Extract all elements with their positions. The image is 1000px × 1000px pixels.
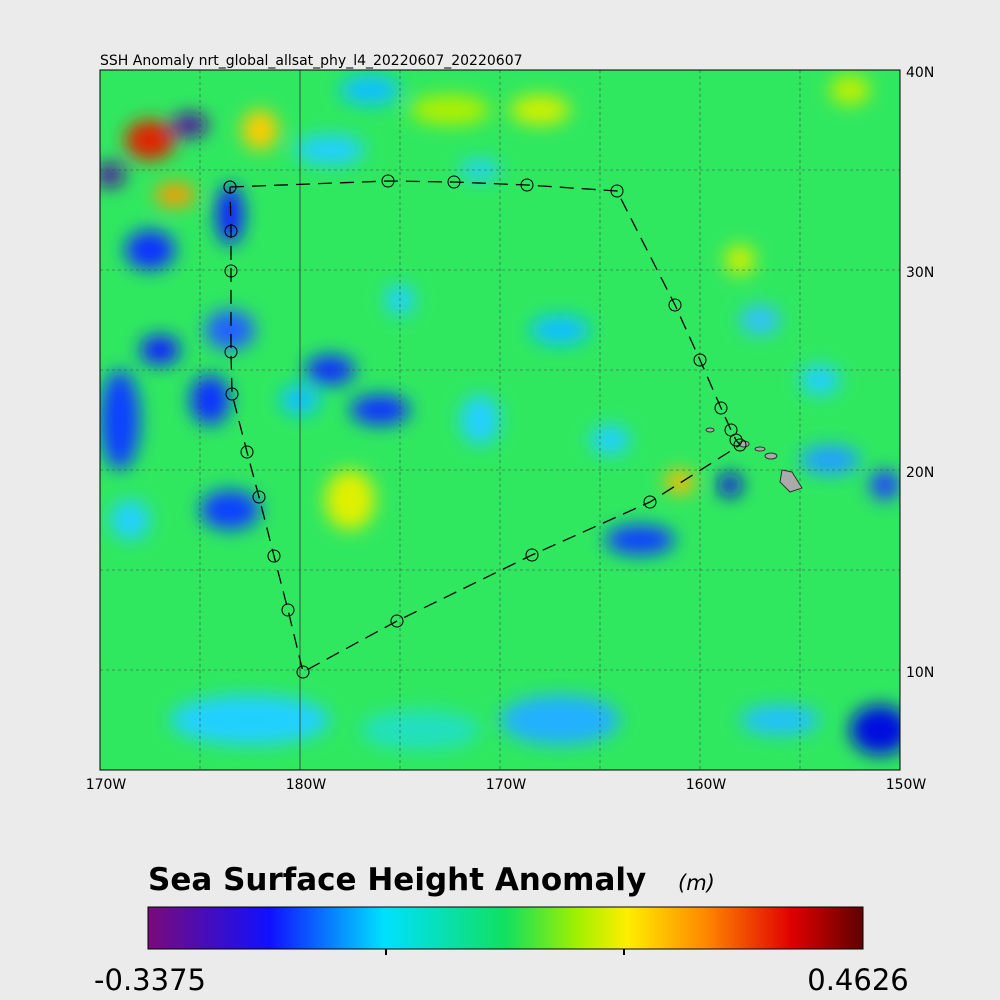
ssh-anomaly-patch [110, 500, 150, 540]
ssh-anomaly-patch [360, 710, 480, 750]
ssh-anomaly-patch [295, 135, 365, 165]
ssh-anomaly-patch [190, 375, 230, 425]
ssh-anomaly-patch [530, 315, 590, 345]
waypoint [296, 665, 310, 679]
colorbar-units: (m) [678, 871, 715, 895]
ssh-anomaly-patch [605, 525, 675, 555]
colorbar-min: -0.3375 [94, 963, 206, 997]
ssh-anomaly-patch [830, 75, 870, 105]
ssh-anomaly-patch [205, 310, 255, 350]
ssh-anomaly-patch [200, 490, 260, 530]
ssh-anomaly-patch [155, 183, 195, 207]
ssh-anomaly-patch [410, 95, 490, 125]
ssh-anomaly-patch [850, 705, 900, 755]
ssh-anomaly-patch [800, 445, 860, 475]
ssh-anomaly-patch [740, 305, 780, 335]
ssh-anomaly-patch [590, 425, 630, 455]
waypoint [267, 549, 281, 563]
waypoint [281, 603, 295, 617]
waypoint [240, 445, 254, 459]
ssh-anomaly-patch [170, 695, 330, 745]
waypoint [643, 495, 657, 509]
ssh-anomaly-patch [242, 110, 278, 150]
map-frame [99, 69, 901, 771]
ssh-anomaly-patch [740, 705, 820, 735]
lat-label: 10N [906, 665, 934, 681]
lat-label: 30N [906, 265, 934, 281]
ssh-anomaly-patch [500, 695, 620, 745]
ssh-anomaly-patch [800, 365, 840, 395]
waypoint [224, 264, 238, 278]
lat-label: 20N [906, 465, 934, 481]
ssh-anomaly-patch [100, 163, 125, 187]
ssh-anomaly-patch [100, 370, 140, 470]
waypoint [733, 438, 747, 452]
ssh-anomaly-patch [125, 120, 175, 160]
ssh-anomaly-patch [718, 473, 742, 497]
waypoint [381, 174, 395, 188]
waypoint [447, 175, 461, 189]
map-title: SSH Anomaly nrt_global_allsat_phy_l4_202… [100, 53, 523, 69]
lon-label: 170W [86, 777, 127, 793]
waypoint [224, 345, 238, 359]
lon-label: 180W [286, 777, 327, 793]
ssh-anomaly-patch [460, 395, 500, 445]
colorbar-title: Sea Surface Height Anomaly [148, 862, 646, 898]
waypoint [525, 548, 539, 562]
ssh-anomaly-patch [125, 230, 175, 270]
waypoint [390, 614, 404, 628]
waypoint [668, 298, 682, 312]
ssh-field [100, 70, 900, 770]
waypoint [714, 401, 728, 415]
cruise-track [229, 180, 741, 673]
ssh-anomaly-patch [172, 113, 208, 137]
waypoint [610, 184, 624, 198]
ssh-anomaly-patch [140, 335, 180, 365]
ssh-anomaly-patch [510, 95, 570, 125]
ssh-anomaly-patch [325, 470, 375, 530]
lon-label: 150W [886, 777, 927, 793]
ssh-anomaly-patch [870, 470, 900, 500]
colorbar-max: 0.4626 [807, 963, 908, 997]
lon-label: 170W [486, 777, 527, 793]
lon-label: 160W [686, 777, 727, 793]
waypoint [693, 353, 707, 367]
waypoint [520, 178, 534, 192]
waypoint [252, 490, 266, 504]
waypoint [223, 180, 237, 194]
ssh-anomaly-patch [350, 395, 410, 425]
ssh-anomaly-patch [340, 75, 400, 105]
ssh-anomaly-patch [725, 245, 755, 275]
waypoint [729, 433, 743, 447]
islands [705, 427, 803, 493]
waypoint [225, 387, 239, 401]
lat-label: 40N [906, 65, 934, 81]
colorbar [147, 906, 864, 950]
waypoint [224, 224, 238, 238]
